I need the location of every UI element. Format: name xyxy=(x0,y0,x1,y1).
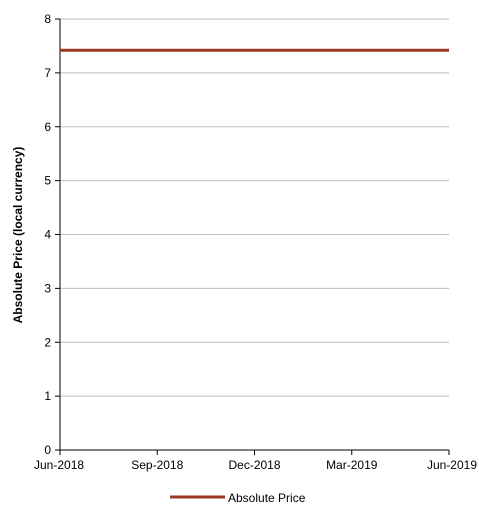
x-tick-label-0: Jun-2018 xyxy=(34,458,84,472)
y-tick-label-2: 2 xyxy=(44,335,51,349)
legend-label-0: Absolute Price xyxy=(228,491,306,505)
y-tick-label-0: 0 xyxy=(44,443,51,457)
y-tick-label-3: 3 xyxy=(44,281,51,295)
y-tick-label-8: 8 xyxy=(44,12,51,26)
legend: Absolute Price xyxy=(170,491,306,505)
y-tick-label-4: 4 xyxy=(44,228,51,242)
y-tick-label-6: 6 xyxy=(44,120,51,134)
x-tick-label-4: Jun-2019 xyxy=(427,458,477,472)
y-axis-ticks: 0 1 2 3 4 5 6 7 8 xyxy=(44,12,60,457)
y-tick-label-1: 1 xyxy=(44,389,51,403)
gridlines xyxy=(60,18,449,397)
y-tick-label-7: 7 xyxy=(44,66,51,80)
x-tick-label-2: Dec-2018 xyxy=(228,458,280,472)
y-tick-label-5: 5 xyxy=(44,174,51,188)
x-tick-label-1: Sep-2018 xyxy=(131,458,183,472)
x-axis-ticks: Jun-2018 Sep-2018 Dec-2018 Mar-2019 Jun-2019 xyxy=(34,450,477,472)
x-tick-label-3: Mar-2019 xyxy=(326,458,378,472)
y-axis-title: Absolute Price (local currency) xyxy=(11,147,25,324)
